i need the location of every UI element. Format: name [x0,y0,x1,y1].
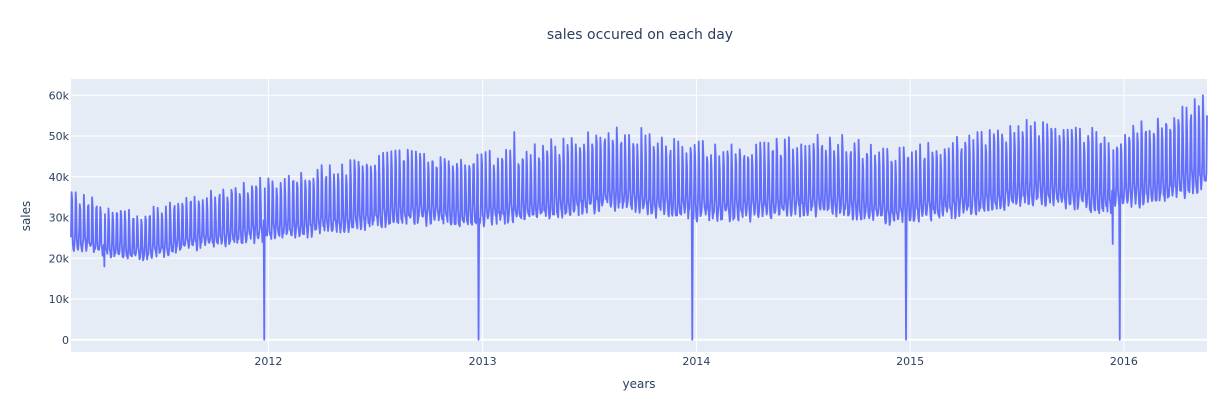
x-axis-ticks: 2012 2013 2014 2015 2016 [254,355,1138,368]
x-axis-title: years [622,377,655,391]
y-tick-label: 0 [62,334,69,347]
y-tick-label: 30k [49,212,70,225]
y-tick-label: 20k [49,252,70,265]
y-axis-ticks: 0 10k 20k 30k 40k 50k 60k [49,89,70,346]
chart-title: sales occured on each day [547,27,733,43]
y-tick-label: 50k [49,130,70,143]
y-tick-label: 10k [49,293,70,306]
sales-series-line [70,94,1208,341]
x-tick-label: 2012 [254,355,282,368]
x-tick-label: 2015 [896,355,924,368]
y-tick-label: 40k [49,171,70,184]
x-tick-label: 2014 [682,355,710,368]
x-tick-label: 2016 [1110,355,1138,368]
y-axis-title: sales [19,201,33,232]
y-tick-label: 60k [49,89,70,102]
series-group [70,94,1208,341]
x-tick-label: 2013 [469,355,497,368]
